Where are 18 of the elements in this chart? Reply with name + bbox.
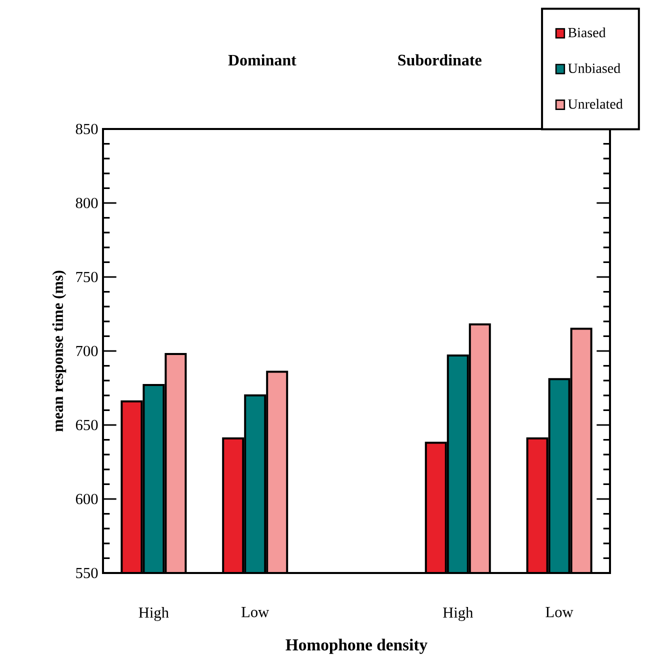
y-tick-label: 750 <box>76 272 98 282</box>
text: Dominant <box>228 54 296 66</box>
legend-label: Biased <box>568 27 606 38</box>
legend-label: Unrelated <box>568 98 623 109</box>
y-tick-label: 850 <box>76 124 98 134</box>
x-tick-label: High <box>138 607 169 621</box>
text: Subordinate <box>398 54 482 66</box>
y-tick-label: 600 <box>76 494 98 504</box>
x-tick-label: Low <box>546 607 574 618</box>
y-axis-title: mean response time (ms) <box>52 270 66 432</box>
y-tick-label: 650 <box>76 420 98 430</box>
legend-label: Unbiased <box>568 63 620 74</box>
y-tick-label: 550 <box>76 568 98 578</box>
y-tick-label: 800 <box>76 198 98 208</box>
x-tick-label: Low <box>241 607 270 618</box>
x-axis-title: Homophone density <box>286 638 428 654</box>
y-tick-label: 700 <box>76 346 98 356</box>
x-tick-label: High <box>443 607 474 621</box>
